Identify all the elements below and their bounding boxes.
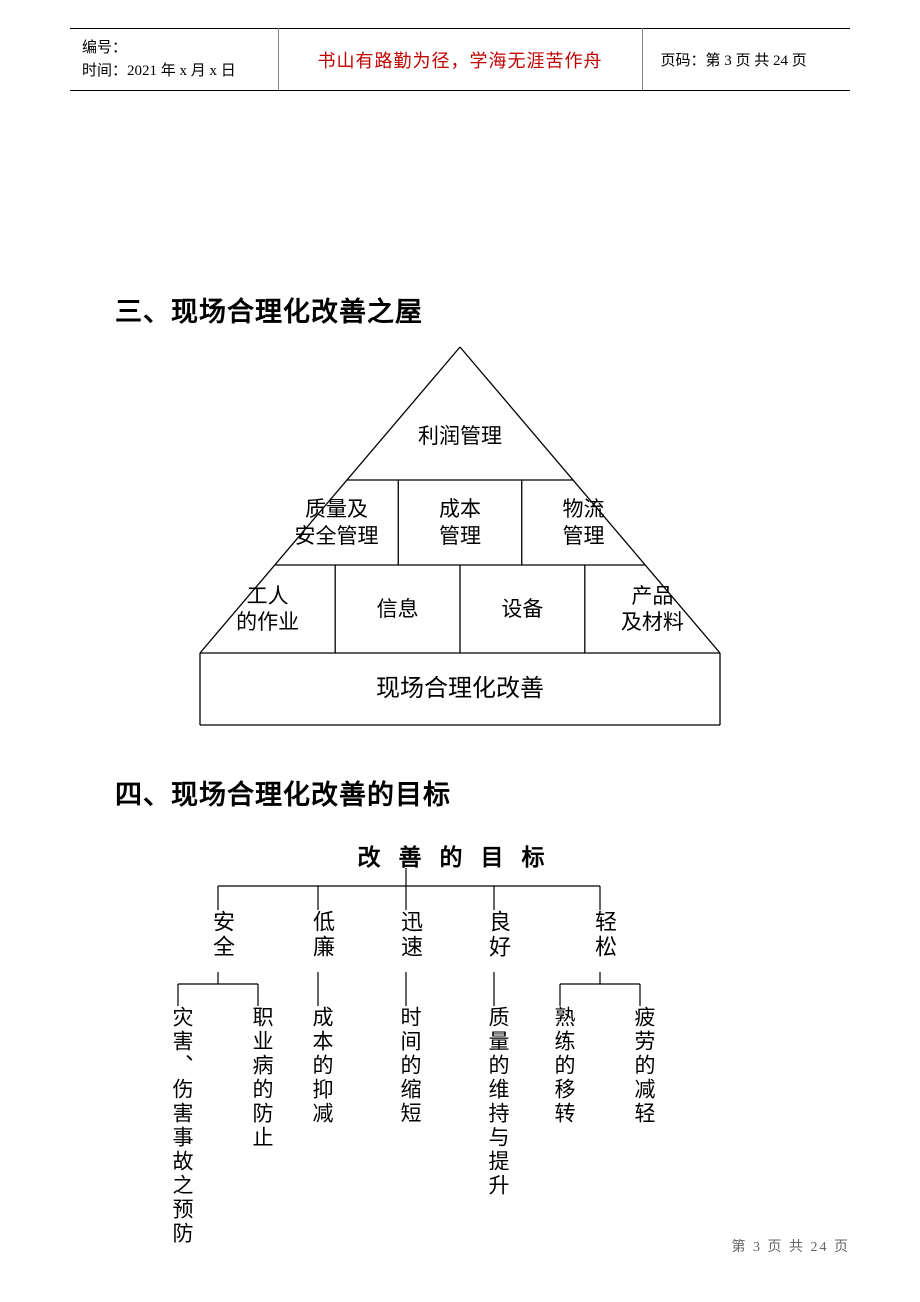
tree-leaf-0-1: 职业病的防止 [247,1006,277,1150]
bianhao-label: 编号： [82,37,266,60]
tree-branch-4: 轻松 [588,910,620,960]
page-header: 编号： 时间：2021 年 x 月 x 日 书山有路勤为径，学海无涯苦作舟 页码… [70,28,850,91]
tree-leaf-4-0: 熟练的移转 [549,1006,579,1126]
page-label: 页码： [661,53,706,69]
pyramid-row3-3: 产品及材料 [585,565,720,653]
tree-branch-0: 安全 [206,910,238,960]
header-motto: 书山有路勤为径，学海无涯苦作舟 [278,29,642,91]
tree-branch-1: 低廉 [306,910,338,960]
tree-leaf-4-1: 疲劳的减轻 [629,1006,659,1126]
section-1-title: 三、现场合理化改善之屋 [115,290,423,329]
tree-leaf-3-0: 质量的维持与提升 [483,1006,513,1198]
time-value: 2021 年 x 月 x 日 [127,63,236,79]
tree-svg [0,868,920,1288]
pyramid-diagram: 利润管理质量及安全管理成本管理物流管理工人的作业信息设备产品及材料现场合理化改善 [0,335,920,735]
tree-branch-2: 迅速 [394,910,426,960]
tree-leaf-1-0: 成本的抑减 [307,1006,337,1126]
time-label: 时间： [82,63,127,79]
tree-leaf-0-0: 灾害、伤害事故之预防 [167,1006,197,1246]
pyramid-row3-1: 信息 [335,565,460,653]
pyramid-apex: 利润管理 [347,385,573,488]
tree-branch-3: 良好 [482,910,514,960]
header-page-cell: 页码：第 3 页 共 24 页 [642,29,850,91]
pyramid-base: 现场合理化改善 [200,653,720,725]
section-2-title: 四、现场合理化改善的目标 [115,773,451,812]
tree-title: 改善的目标 [0,838,920,872]
pyramid-row3-0: 工人的作业 [200,565,335,653]
time-row: 时间：2021 年 x 月 x 日 [82,60,266,83]
page-footer: 第 3 页 共 24 页 [732,1236,851,1256]
header-left-cell: 编号： 时间：2021 年 x 月 x 日 [70,29,278,91]
pyramid-row3-2: 设备 [460,565,585,653]
tree-diagram: 改善的目标 安全灾害、伤害事故之预防 职业病的防止 低廉成本的抑减 迅速时间的缩短 良好… [0,838,920,1288]
pyramid-row2-1: 成本管理 [398,480,521,565]
pyramid-row2-2: 物流管理 [522,480,645,565]
page-value: 第 3 页 共 24 页 [706,53,807,69]
pyramid-row2-0: 质量及安全管理 [275,480,398,565]
tree-leaf-2-0: 时间的缩短 [395,1006,425,1126]
